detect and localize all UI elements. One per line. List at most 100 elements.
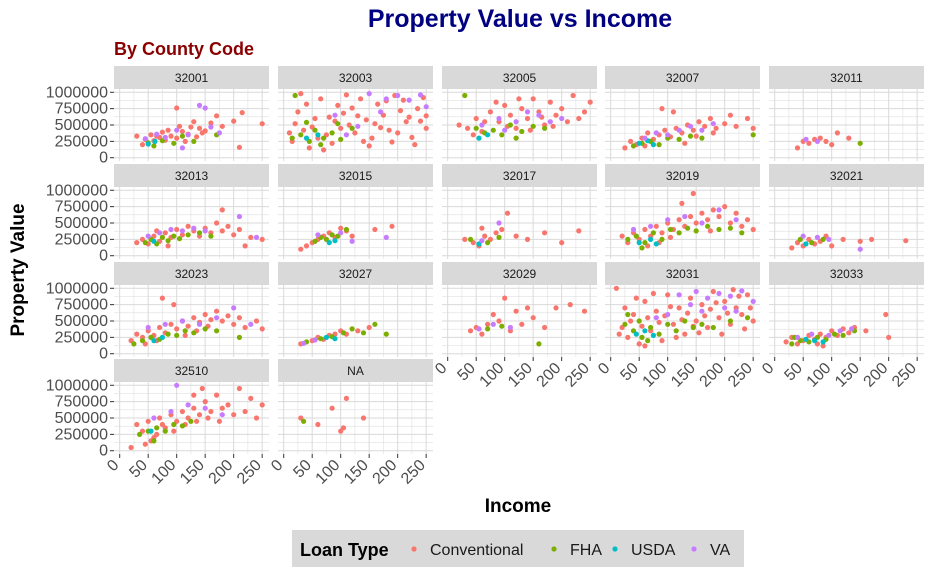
x-tick-label: 50 xyxy=(126,457,151,482)
facet-points xyxy=(134,207,265,249)
data-point xyxy=(303,101,310,107)
data-point xyxy=(154,425,160,431)
data-point xyxy=(383,331,389,337)
facet-points xyxy=(456,92,593,141)
data-point xyxy=(502,127,508,133)
data-point xyxy=(581,308,588,314)
data-point xyxy=(576,115,582,122)
facet-gridlines xyxy=(605,187,760,259)
x-tick-label: 150 xyxy=(341,457,372,488)
facet-strip xyxy=(442,262,597,285)
data-point xyxy=(306,145,312,151)
data-point xyxy=(366,143,372,149)
facet-panel: 32027 xyxy=(278,262,433,357)
data-point xyxy=(547,119,553,125)
data-point xyxy=(516,96,522,102)
data-point xyxy=(730,287,736,293)
facet-strip-label: 32005 xyxy=(503,71,537,85)
data-point xyxy=(191,392,197,398)
data-point xyxy=(550,123,556,129)
data-point xyxy=(179,423,185,429)
data-point xyxy=(332,336,338,342)
data-point xyxy=(185,402,191,408)
data-point xyxy=(312,127,318,133)
data-point xyxy=(727,318,734,324)
data-point xyxy=(286,130,292,136)
data-point xyxy=(360,138,367,144)
data-point xyxy=(739,223,745,229)
data-point xyxy=(131,341,137,347)
facet-strip-label: 32031 xyxy=(666,267,700,281)
facet-panel: 32007 xyxy=(605,66,760,161)
facet-gridlines xyxy=(442,285,597,357)
data-point xyxy=(214,113,220,119)
data-point xyxy=(665,311,671,318)
data-point xyxy=(151,438,157,444)
x-tick-label: 250 xyxy=(725,360,756,391)
data-point xyxy=(395,130,401,136)
data-point xyxy=(576,228,582,234)
facet-strip xyxy=(278,359,433,382)
data-point xyxy=(476,135,482,141)
data-point xyxy=(216,130,222,136)
data-point xyxy=(199,385,205,392)
data-point xyxy=(179,232,185,238)
x-tick-label: 250 xyxy=(562,360,593,391)
data-point xyxy=(814,138,821,144)
data-point xyxy=(465,125,471,131)
data-point xyxy=(482,233,488,239)
x-tick-label: 200 xyxy=(534,360,565,391)
data-point xyxy=(716,226,722,233)
data-point xyxy=(214,220,220,226)
data-point xyxy=(176,123,183,129)
data-point xyxy=(208,120,214,126)
data-point xyxy=(883,311,889,318)
data-point xyxy=(397,108,404,114)
x-tick-label: 0 xyxy=(432,360,450,378)
facet-gridlines xyxy=(769,89,924,161)
data-point xyxy=(496,318,502,324)
legend-label: Conventional xyxy=(430,542,523,559)
data-point xyxy=(148,428,154,434)
data-point xyxy=(208,124,214,130)
facet-gridlines xyxy=(442,187,597,259)
data-point xyxy=(507,324,513,331)
data-point xyxy=(645,315,651,321)
legend-marker xyxy=(411,546,417,552)
data-point xyxy=(803,336,809,342)
facet-strip xyxy=(114,359,269,382)
data-point xyxy=(142,240,148,246)
data-point xyxy=(507,112,513,118)
x-tick-label: 100 xyxy=(313,457,344,488)
data-point xyxy=(196,321,203,327)
data-point xyxy=(829,142,835,148)
data-point xyxy=(707,306,714,312)
data-point xyxy=(349,233,355,239)
data-point xyxy=(236,144,242,150)
data-point xyxy=(139,338,146,344)
data-point xyxy=(372,321,378,327)
data-point xyxy=(191,119,197,125)
data-point xyxy=(485,132,491,138)
legend-label: FHA xyxy=(570,542,602,559)
data-point xyxy=(542,324,548,331)
facet-panel: 32021 xyxy=(769,164,924,259)
data-point xyxy=(513,119,519,125)
data-point xyxy=(633,295,639,301)
data-point xyxy=(673,328,679,334)
data-point xyxy=(174,135,180,141)
data-point xyxy=(171,233,177,239)
facet-panel: 32003 xyxy=(278,66,433,161)
data-point xyxy=(829,243,835,249)
x-axis-title: Income xyxy=(485,496,552,517)
data-point xyxy=(202,405,208,411)
data-point xyxy=(783,339,789,345)
data-point xyxy=(642,240,648,246)
data-point xyxy=(231,118,237,124)
x-tick-label: 250 xyxy=(234,457,265,488)
data-point xyxy=(142,441,148,447)
facet-strip xyxy=(769,66,924,89)
data-point xyxy=(242,243,248,249)
data-point xyxy=(724,310,731,316)
